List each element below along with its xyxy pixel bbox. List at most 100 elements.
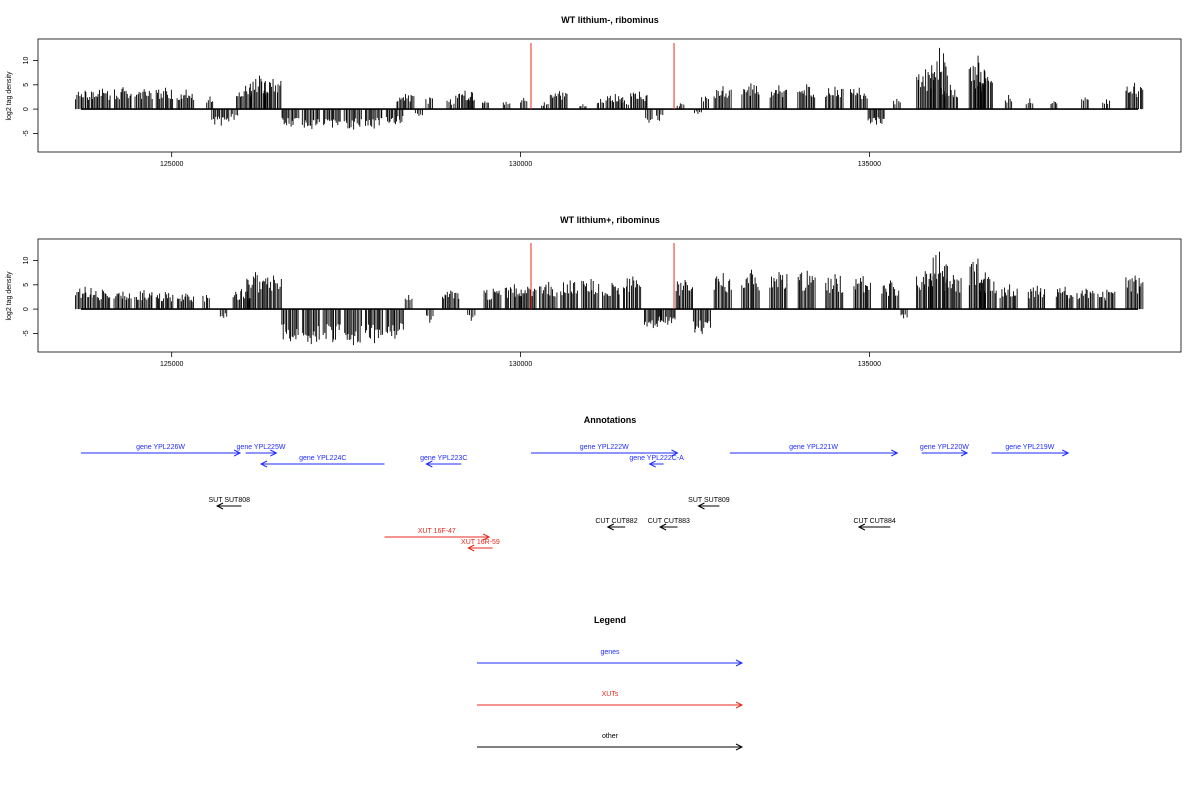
arrow-head [233, 449, 242, 457]
data-bar [676, 103, 685, 110]
data-bar [414, 109, 423, 116]
data-bar [323, 109, 341, 128]
annotation-feature: SUT SUT808 [209, 497, 251, 510]
data-bar [596, 98, 604, 110]
feature-label: SUT SUT808 [209, 497, 251, 504]
annotation-feature: CUT CUT882 [595, 518, 638, 531]
data-bar [850, 87, 868, 110]
x-axis: 125000 130000 135000 [160, 352, 881, 368]
y-tick-label: 0 [23, 307, 30, 311]
data-bar [263, 78, 282, 110]
data-bar [365, 309, 383, 344]
region-markers [530, 243, 675, 310]
data-bar [940, 84, 958, 110]
feature-label: gene YPL219W [1005, 444, 1054, 451]
data-bar [92, 289, 111, 310]
data-bar [644, 309, 662, 329]
arrow-head [658, 523, 667, 531]
data-bar [769, 85, 788, 110]
annotation-feature: gene YPL222C-A [629, 455, 684, 468]
data-bar [541, 102, 549, 110]
feature-label: gene YPL222W [580, 444, 629, 451]
data-bar [1125, 275, 1144, 310]
data-bar [581, 278, 600, 310]
feature-label: gene YPL225W [237, 444, 286, 451]
feature-label: XUT 16F-47 [418, 528, 456, 535]
data-bar [481, 101, 489, 110]
annotations-track: Annotations gene YPL226W gene YPL225Wgene… [81, 415, 1070, 552]
arrow-head [857, 523, 866, 531]
y-axis-label: log2 tag density [6, 71, 13, 121]
data-bar [176, 89, 195, 110]
legend-label: other [602, 733, 619, 740]
data-bar [1050, 101, 1058, 110]
data-bar [176, 293, 195, 310]
y-axis-label: log2 tag density [6, 271, 13, 321]
data-bar [518, 286, 537, 310]
data-bar [155, 292, 174, 310]
data-bar [232, 289, 251, 310]
feature-label: CUT CUT883 [648, 518, 690, 525]
annotation-feature: gene YPL219W [991, 444, 1070, 457]
x-axis: 125000 130000 135000 [160, 152, 881, 168]
annotation-feature: SUT SUT809 [688, 497, 730, 510]
region-markers [530, 43, 675, 110]
annotation-feature: gene YPL222W [531, 444, 679, 457]
data-bar [999, 284, 1018, 310]
data-bar [483, 288, 502, 310]
data-bar [520, 97, 528, 110]
feature-label: CUT CUT884 [853, 518, 895, 525]
y-tick-label: 10 [23, 257, 30, 265]
data-bar [656, 109, 664, 121]
data-bar [713, 86, 732, 110]
annotation-feature: CUT CUT883 [648, 518, 690, 531]
arrow-head [697, 502, 705, 510]
annotation-feature: CUT CUT884 [853, 518, 896, 531]
y-tick-label: 0 [23, 107, 30, 111]
data-bar [442, 290, 460, 310]
feature-label: gene YPL224C [299, 455, 346, 462]
annotation-feature: gene YPL224C [259, 455, 385, 468]
legend-entry: genes [477, 649, 744, 667]
data-bar [75, 90, 93, 110]
data-bar [344, 309, 363, 346]
feature-label: gene YPL226W [136, 444, 185, 451]
y-tick-label: 10 [23, 57, 30, 65]
legend-label: XUTs [602, 691, 619, 698]
feature-label: XUT 16R-59 [461, 539, 500, 546]
panel-title: WT lithium+, ribominus [560, 215, 660, 225]
data-bar [467, 96, 475, 110]
feature-label: SUT SUT809 [688, 497, 730, 504]
data-bar [741, 269, 760, 310]
panel-lithium-minus: WT lithium-, ribominus log2 tag density … [6, 15, 1182, 168]
data-bar [881, 280, 900, 310]
plot-frame [37, 238, 1182, 353]
data-bar [630, 91, 648, 110]
data-bar [797, 270, 816, 310]
annotation-features: gene YPL226W gene YPL225W gene YPL224C gene… [81, 444, 1070, 552]
arrow-head [960, 449, 969, 457]
arrow-head [482, 533, 491, 541]
data-bar [113, 291, 132, 310]
data-bar [219, 309, 228, 318]
data-bar [301, 109, 320, 130]
data-bar [426, 309, 434, 323]
data-bar [797, 84, 816, 110]
data-bar [979, 277, 997, 310]
annotation-feature: XUT 16F-47 [384, 528, 491, 541]
y-tick-label: -5 [23, 130, 30, 136]
data-bar [645, 109, 653, 123]
arrow-head [425, 460, 433, 468]
data-bar [1025, 98, 1034, 110]
data-bar [1097, 289, 1116, 310]
annotation-feature: gene YPL225W [237, 444, 286, 457]
data-bar [134, 290, 153, 310]
y-axis: -5 0 5 10 [23, 257, 38, 337]
data-bar [1055, 286, 1074, 310]
arrow-head [270, 449, 278, 457]
data-bar [202, 295, 210, 310]
annotation-feature: XUT 16R-59 [461, 539, 500, 552]
data-bar [92, 88, 111, 110]
data-bar [975, 71, 993, 110]
arrow-head [735, 743, 744, 751]
